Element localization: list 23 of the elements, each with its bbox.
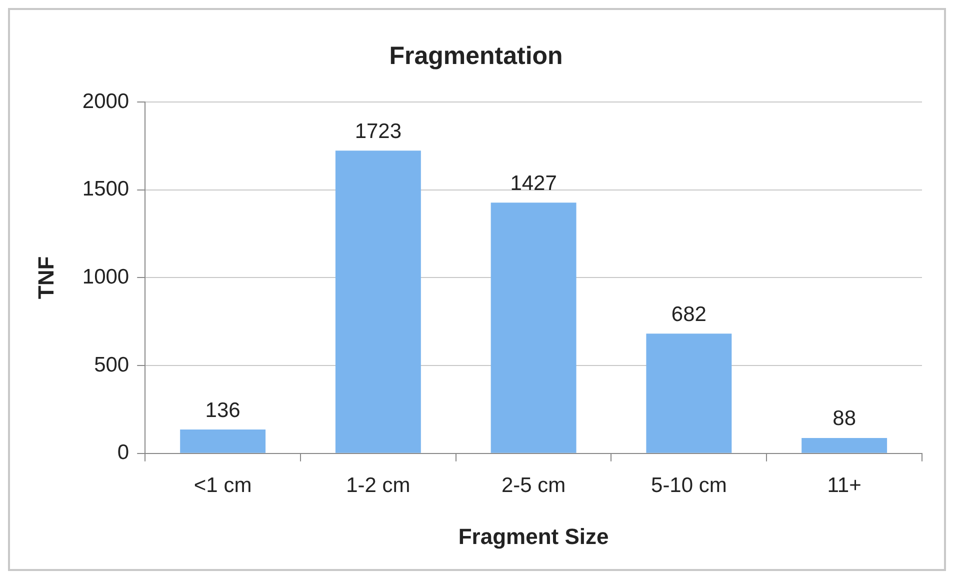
x-tick-label: 2-5 cm: [501, 474, 566, 497]
y-tick-label: 1000: [82, 265, 130, 288]
data-label: 1427: [510, 172, 557, 195]
data-label: 1723: [354, 120, 402, 143]
bar: [180, 430, 266, 453]
y-tick-label: 1500: [82, 178, 130, 201]
bar: [335, 150, 421, 453]
data-label: 136: [205, 398, 240, 422]
x-tick-label: 1-2 cm: [346, 474, 410, 497]
data-label: 682: [671, 302, 706, 326]
y-tick-label: 500: [94, 353, 130, 376]
x-axis-title: Fragment Size: [458, 524, 609, 549]
y-tick-label: 2000: [82, 90, 130, 113]
bar: [490, 202, 576, 453]
y-tick-label: 0: [117, 441, 130, 464]
chart-title: Fragmentation: [389, 42, 563, 70]
x-tick-label: 11+: [827, 474, 862, 497]
x-tick-label: 5-10 cm: [651, 474, 727, 497]
data-label: 88: [832, 407, 856, 430]
y-axis-title: TNF: [33, 256, 58, 300]
bar: [646, 334, 732, 453]
bar: [802, 438, 888, 453]
x-tick-label: <1 cm: [194, 474, 252, 497]
